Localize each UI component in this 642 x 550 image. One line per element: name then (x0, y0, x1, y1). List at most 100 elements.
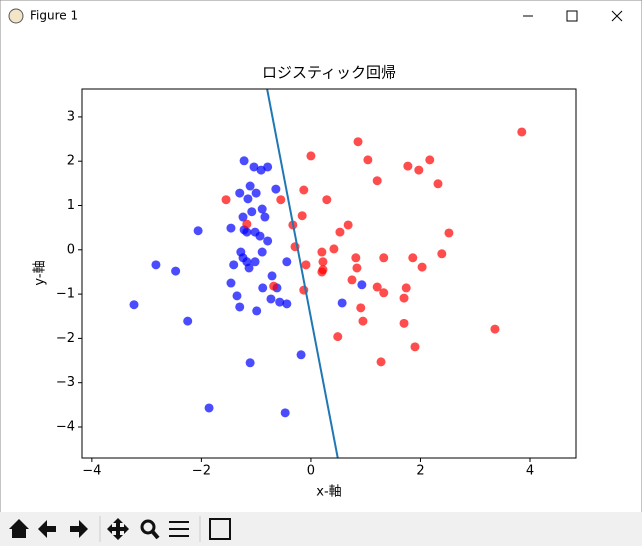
scatter-point (417, 262, 427, 272)
x-tick-label: −2 (192, 464, 211, 479)
scatter-point (238, 212, 248, 222)
scatter-point (235, 302, 245, 312)
scatter-point (425, 155, 435, 165)
home-button[interactable] (9, 519, 29, 538)
y-tick-label: −4 (56, 419, 75, 434)
scatter-point (347, 275, 357, 285)
scatter-point (297, 211, 307, 221)
y-tick-label: −1 (56, 287, 75, 302)
back-button[interactable] (38, 520, 56, 538)
scatter-point (317, 267, 327, 277)
scatter-point (357, 280, 367, 290)
scatter-point (444, 228, 454, 238)
scatter-point (317, 247, 327, 257)
scatter-point (356, 303, 366, 313)
scatter-point (235, 188, 245, 198)
decision-boundary (266, 89, 339, 458)
scatter-point (358, 316, 368, 326)
scatter-point (333, 332, 343, 342)
scatter-point (193, 226, 203, 236)
scatter-point (129, 300, 139, 310)
maximize-button[interactable] (566, 10, 578, 22)
scatter-point (245, 358, 255, 368)
scatter-point (301, 260, 311, 270)
save-button[interactable] (209, 518, 231, 540)
scatter-point (242, 219, 252, 229)
y-tick-label: −2 (56, 331, 75, 346)
forward-button[interactable] (70, 520, 88, 538)
scatter-point (306, 151, 316, 161)
x-tick-label: 2 (416, 464, 424, 479)
x-axis-label: x-軸 (316, 485, 341, 500)
scatter-point (267, 271, 277, 281)
scatter-point (322, 195, 332, 205)
scatter-point (372, 282, 382, 292)
scatter-point (263, 162, 273, 172)
scatter-point (414, 165, 424, 175)
pan-button[interactable] (107, 518, 129, 540)
y-tick-label: 1 (67, 198, 75, 213)
scatter-point (260, 212, 270, 222)
scatter-point (257, 204, 267, 214)
scatter-point (353, 137, 363, 147)
scatter-point (363, 155, 373, 165)
scatter-point (318, 257, 328, 267)
scatter-point (379, 253, 389, 263)
y-tick-label: 2 (67, 154, 75, 169)
scatter-point (243, 194, 253, 204)
scatter-point (229, 260, 239, 270)
scatter-point (275, 297, 285, 307)
scatter-point (517, 127, 527, 137)
scatter-point (329, 244, 339, 254)
zoom-button[interactable] (140, 519, 156, 535)
scatter-point (221, 195, 231, 205)
scatter-point (276, 195, 286, 205)
close-button[interactable] (611, 10, 623, 22)
scatter-point (403, 161, 413, 171)
scatter-point (335, 227, 345, 237)
scatter-point (171, 266, 181, 276)
app-icon (8, 8, 24, 24)
toolbar-icons (9, 518, 231, 540)
window-title: Figure 1 (30, 9, 78, 23)
scatter-point (343, 220, 353, 230)
chart-title: ロジスティック回帰 (262, 64, 396, 82)
y-tick-label: −3 (56, 375, 75, 390)
scatter-point (490, 324, 500, 334)
toolbar (0, 512, 642, 546)
scatter-point (296, 350, 306, 360)
scatter-point (257, 247, 267, 257)
scatter-point (282, 299, 292, 309)
scatter-point (244, 263, 254, 273)
scatter-point (251, 188, 261, 198)
scatter-point (239, 156, 249, 166)
scatter-point (379, 288, 389, 298)
scatter-point (226, 223, 236, 233)
scatter-point (242, 227, 252, 237)
zoom-handle (150, 529, 160, 540)
x-tick-label: −4 (82, 464, 101, 479)
scatter-point (151, 260, 161, 270)
y-axis-label: y-軸 (33, 260, 48, 285)
scatter-point (410, 342, 420, 352)
scatter-point (337, 298, 347, 308)
configure-button[interactable] (169, 521, 189, 537)
scatter-point (250, 257, 260, 267)
scatter-point (266, 294, 276, 304)
scatter-point (232, 291, 242, 301)
scatter-point (255, 231, 265, 241)
y-tick-label: 0 (67, 242, 75, 257)
plot-area (129, 89, 527, 458)
scatter-point (183, 316, 193, 326)
scatter-point (282, 257, 292, 267)
scatter-point (252, 306, 262, 316)
scatter-point (245, 181, 255, 191)
axes-frame (81, 88, 577, 459)
scatter-point (269, 281, 279, 291)
scatter-point (351, 253, 361, 263)
x-tick-label: 0 (307, 464, 315, 479)
scatter-point (247, 207, 257, 217)
scatter-point (280, 408, 290, 418)
